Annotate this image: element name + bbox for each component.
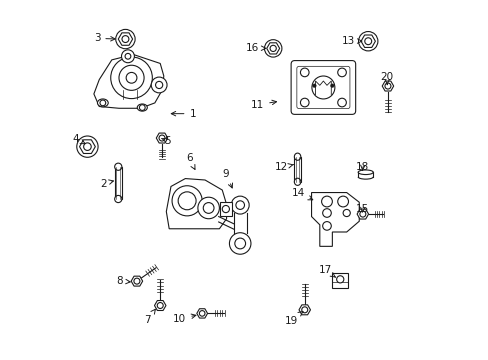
Circle shape <box>198 197 219 219</box>
Circle shape <box>358 32 377 51</box>
Text: 20: 20 <box>380 72 393 85</box>
Ellipse shape <box>294 178 300 185</box>
Circle shape <box>264 40 281 57</box>
Circle shape <box>300 68 308 77</box>
Circle shape <box>337 98 346 107</box>
Circle shape <box>155 81 163 89</box>
Text: 13: 13 <box>341 36 361 46</box>
Circle shape <box>100 100 105 106</box>
Circle shape <box>178 192 196 210</box>
Circle shape <box>121 50 134 63</box>
Circle shape <box>119 65 144 90</box>
Circle shape <box>203 203 214 213</box>
Circle shape <box>364 38 371 45</box>
Circle shape <box>77 136 98 157</box>
Circle shape <box>384 83 390 89</box>
Circle shape <box>122 36 129 42</box>
Circle shape <box>83 143 91 150</box>
Circle shape <box>337 68 346 77</box>
Ellipse shape <box>115 163 122 170</box>
Circle shape <box>151 77 167 93</box>
Text: 16: 16 <box>245 43 265 53</box>
Ellipse shape <box>97 99 108 107</box>
Polygon shape <box>166 179 226 229</box>
Ellipse shape <box>137 104 147 111</box>
Text: 6: 6 <box>185 153 195 170</box>
Circle shape <box>172 186 202 216</box>
Bar <box>332 273 347 288</box>
Text: 11: 11 <box>250 100 276 110</box>
Text: 10: 10 <box>173 314 196 324</box>
Circle shape <box>301 307 307 313</box>
Circle shape <box>222 206 229 213</box>
Text: 19: 19 <box>284 311 302 325</box>
Circle shape <box>337 196 348 207</box>
Circle shape <box>110 57 152 99</box>
Bar <box>115 167 122 199</box>
Text: 3: 3 <box>94 33 115 43</box>
Circle shape <box>157 302 163 309</box>
Polygon shape <box>94 54 163 108</box>
Polygon shape <box>311 193 359 246</box>
Circle shape <box>330 84 333 87</box>
Circle shape <box>321 196 332 207</box>
Text: 14: 14 <box>291 188 312 200</box>
Circle shape <box>269 45 276 51</box>
Text: 12: 12 <box>274 162 293 172</box>
Text: 9: 9 <box>223 168 232 188</box>
Circle shape <box>134 278 140 284</box>
Circle shape <box>139 105 145 111</box>
Text: 17: 17 <box>319 265 335 277</box>
Circle shape <box>322 209 330 217</box>
Text: 2: 2 <box>100 179 113 189</box>
Circle shape <box>116 30 135 49</box>
Text: 8: 8 <box>117 276 130 286</box>
Circle shape <box>235 201 244 210</box>
Circle shape <box>343 210 349 217</box>
Circle shape <box>300 98 308 107</box>
Ellipse shape <box>294 153 300 160</box>
Circle shape <box>322 222 330 230</box>
Text: 15: 15 <box>355 204 368 214</box>
Text: 7: 7 <box>143 309 155 325</box>
Text: 5: 5 <box>161 136 171 145</box>
Ellipse shape <box>115 195 122 203</box>
Text: 4: 4 <box>72 134 85 144</box>
FancyBboxPatch shape <box>296 66 349 109</box>
Circle shape <box>231 196 249 214</box>
Circle shape <box>311 76 334 99</box>
Circle shape <box>125 53 131 59</box>
Text: 18: 18 <box>355 162 368 172</box>
Circle shape <box>229 233 250 254</box>
Circle shape <box>336 276 343 283</box>
Circle shape <box>159 135 164 141</box>
FancyBboxPatch shape <box>290 60 355 114</box>
Circle shape <box>199 311 204 316</box>
Circle shape <box>234 238 245 249</box>
Circle shape <box>312 84 316 87</box>
Bar <box>220 202 231 216</box>
Circle shape <box>359 211 365 217</box>
Text: 1: 1 <box>171 109 196 119</box>
Circle shape <box>126 72 137 83</box>
Bar <box>294 157 300 182</box>
Ellipse shape <box>357 170 372 175</box>
